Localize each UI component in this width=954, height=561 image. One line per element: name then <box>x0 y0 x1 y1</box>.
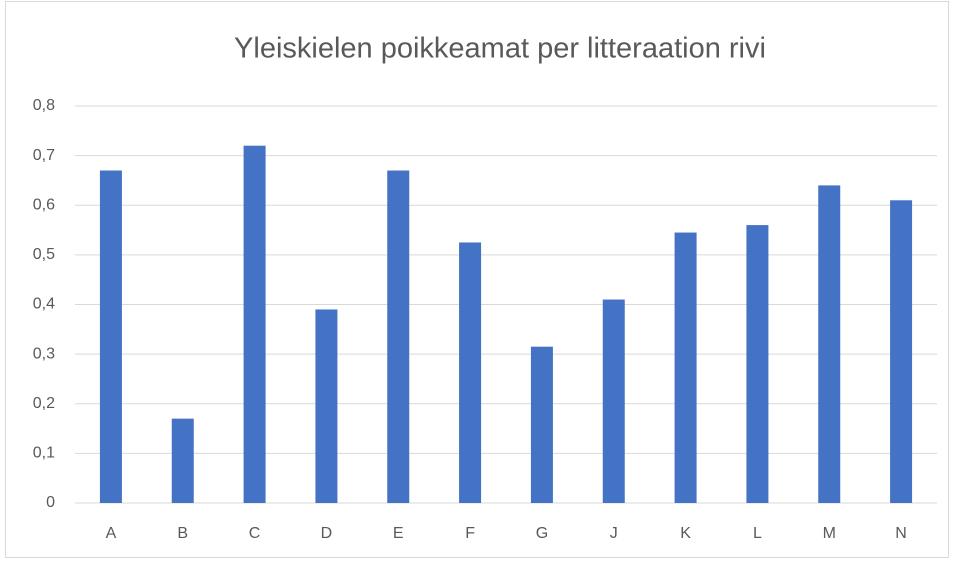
x-tick-label: E <box>393 525 404 542</box>
x-tick-label: K <box>680 525 691 542</box>
bar <box>818 185 841 503</box>
y-tick-label: 0,1 <box>33 445 55 462</box>
x-tick-label: J <box>610 525 618 542</box>
y-tick-label: 0,5 <box>33 246 55 263</box>
y-tick-label: 0 <box>46 494 55 511</box>
chart-title: Yleiskielen poikkeamat per litteraation … <box>234 33 766 65</box>
bar <box>890 200 913 503</box>
bar <box>387 170 410 503</box>
x-tick-label: G <box>536 525 548 542</box>
x-tick-label: D <box>321 525 333 542</box>
x-tick-label: F <box>465 525 475 542</box>
bar <box>99 170 122 503</box>
x-tick-label: M <box>823 525 836 542</box>
x-tick-label: B <box>177 525 188 542</box>
x-tick-label: A <box>106 525 117 542</box>
x-tick-label: L <box>753 525 762 542</box>
bar <box>602 299 625 503</box>
x-tick-label: C <box>249 525 261 542</box>
bar <box>674 232 697 503</box>
bar <box>746 225 769 503</box>
bar <box>315 309 338 503</box>
y-tick-label: 0,2 <box>33 395 55 412</box>
x-tick-label: N <box>895 525 907 542</box>
bar <box>243 145 266 503</box>
y-tick-label: 0,3 <box>33 345 55 362</box>
y-tick-label: 0,7 <box>33 147 55 164</box>
bar <box>530 346 553 503</box>
y-tick-label: 0,6 <box>33 196 55 213</box>
y-tick-label: 0,8 <box>33 97 55 114</box>
bar <box>171 418 194 503</box>
y-tick-label: 0,4 <box>33 296 55 313</box>
bar <box>459 242 482 503</box>
